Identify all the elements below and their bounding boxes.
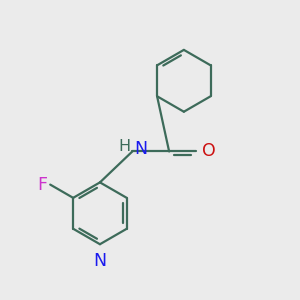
Text: H: H [119, 139, 131, 154]
Text: N: N [134, 140, 147, 158]
Text: N: N [93, 253, 106, 271]
Text: O: O [202, 142, 216, 160]
Text: F: F [37, 176, 47, 194]
